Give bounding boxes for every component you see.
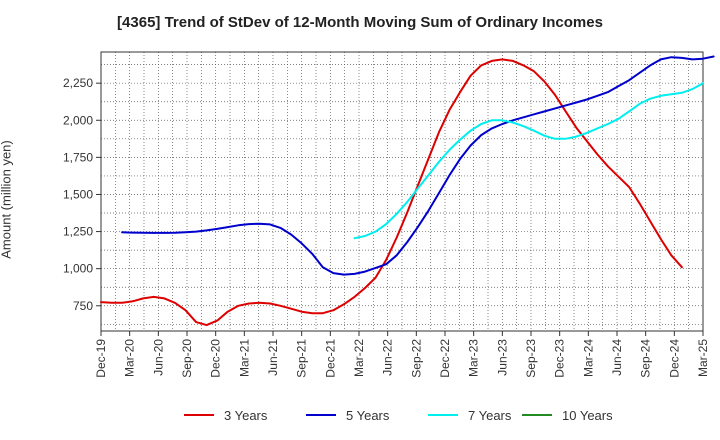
- y-tick-label: 2,000: [63, 113, 93, 127]
- x-tick-label: Jun-23: [495, 339, 509, 376]
- x-tick-label: Dec-24: [667, 339, 681, 378]
- x-tick-label: Sep-22: [409, 339, 423, 378]
- x-tick-label: Jun-21: [266, 339, 280, 376]
- y-tick-label: 1,000: [63, 262, 93, 276]
- y-tick-label: 1,500: [63, 187, 93, 201]
- x-tick-label: Sep-23: [524, 339, 538, 378]
- y-tick-label: 1,750: [63, 150, 93, 164]
- x-tick-label: Mar-21: [237, 339, 251, 377]
- y-tick-label: 2,250: [63, 76, 93, 90]
- y-tick-label: 1,250: [63, 225, 93, 239]
- x-tick-label: Sep-21: [295, 339, 309, 378]
- x-tick-label: Mar-24: [581, 339, 595, 377]
- x-tick-label: Mar-20: [123, 339, 137, 377]
- x-tick-label: Dec-19: [94, 339, 108, 378]
- x-tick-label: Dec-20: [209, 339, 223, 378]
- plot-area: [101, 52, 703, 331]
- x-tick-label: Jun-20: [151, 339, 165, 376]
- x-tick-label: Mar-23: [467, 339, 481, 377]
- x-tick-label: Dec-23: [553, 339, 567, 378]
- x-tick-label: Sep-24: [639, 339, 653, 378]
- chart-title: [4365] Trend of StDev of 12-Month Moving…: [117, 14, 603, 31]
- legend-label: 7 Years: [468, 408, 512, 423]
- x-tick-label: Mar-25: [696, 339, 710, 377]
- series-line-7-years: [353, 82, 704, 240]
- x-tick-label: Jun-24: [610, 339, 624, 376]
- x-tick-label: Dec-21: [323, 339, 337, 378]
- legend-label: 5 Years: [346, 408, 390, 423]
- y-tick-label: 750: [73, 299, 93, 313]
- x-tick-label: Dec-22: [438, 339, 452, 378]
- x-tick-label: Jun-22: [381, 339, 395, 376]
- plot-border: [100, 51, 704, 332]
- series-line-5-years: [121, 55, 715, 276]
- x-tick-label: Mar-22: [352, 339, 366, 377]
- x-tick-label: Sep-20: [180, 339, 194, 378]
- series-line-3-years: [100, 58, 683, 327]
- legend-label: 3 Years: [224, 408, 268, 423]
- legend-label: 10 Years: [562, 408, 613, 423]
